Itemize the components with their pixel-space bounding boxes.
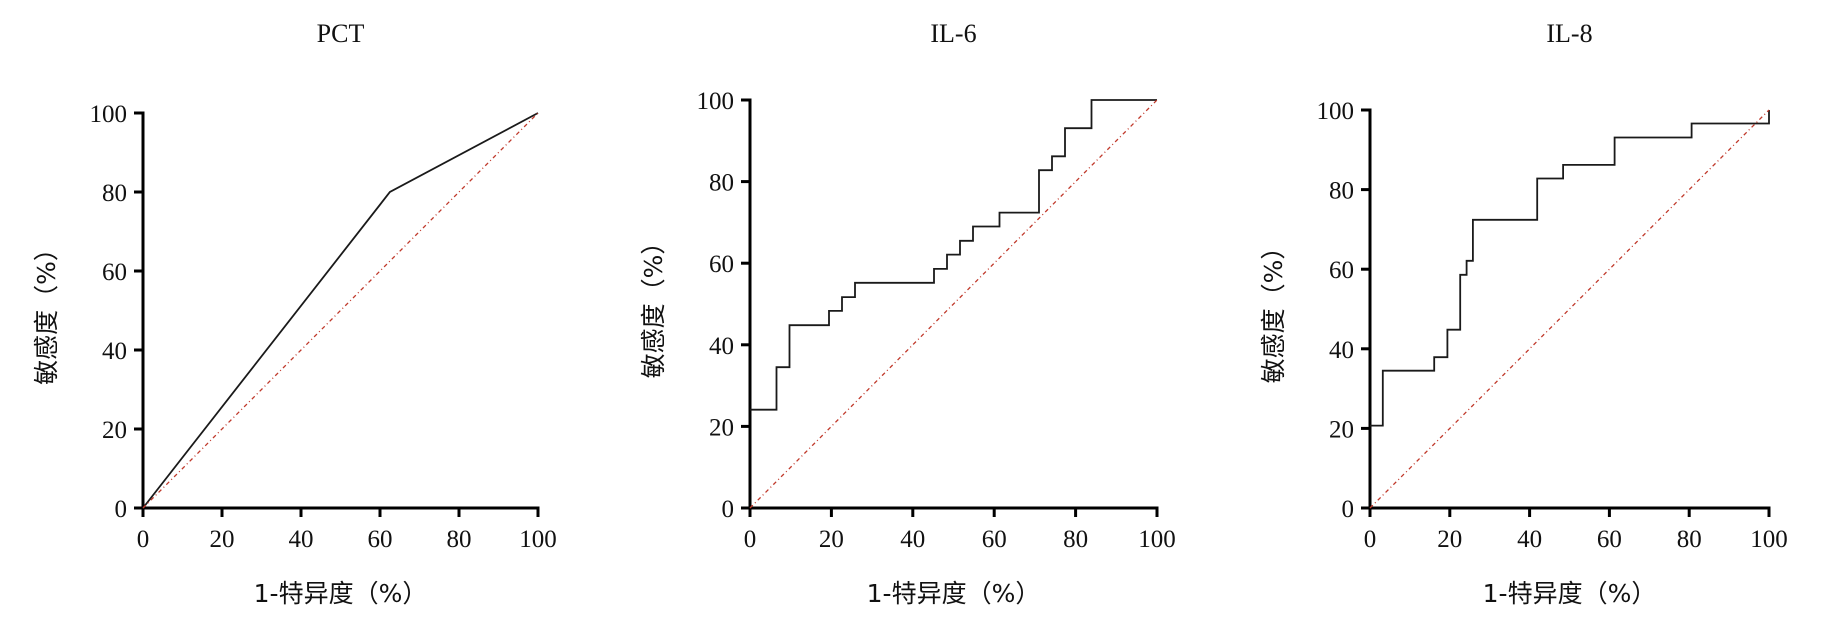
y-axis-label: 敏感度（%）: [32, 236, 61, 385]
y-tick-label: 40: [709, 333, 734, 360]
y-tick-label: 40: [102, 338, 127, 365]
reference-line: [1369, 109, 1770, 509]
roc-curve: [142, 112, 539, 509]
x-tick-label: 40: [289, 526, 314, 553]
y-tick-label: 20: [1329, 416, 1354, 443]
panel-title: PCT: [317, 19, 365, 48]
y-tick-label: 80: [709, 170, 734, 197]
roc-panel-il-8: IL-8 0 20 40 60 80 100 0 20 40 60 80 100 1-特异度（%） 敏感度（…: [1259, 19, 1788, 608]
y-tick-label: 0: [722, 496, 735, 523]
x-tick-label: 80: [447, 526, 472, 553]
roc-panel-il-6: IL-6 0 20 40 60 80 100 0 20 40 60 80 100 1-特异度（%） 敏感度（…: [639, 19, 1176, 608]
y-tick-label: 0: [1342, 496, 1355, 523]
x-tick-label: 40: [1517, 526, 1542, 553]
y-axis-label: 敏感度（%）: [1259, 235, 1288, 384]
x-tick-label: 100: [1750, 526, 1788, 553]
reference-line: [749, 99, 1158, 509]
x-tick-label: 80: [1677, 526, 1702, 553]
y-tick-label: 20: [709, 414, 734, 441]
y-tick-label: 100: [90, 101, 128, 128]
x-tick-label: 0: [1364, 526, 1377, 553]
y-tick-label: 20: [102, 417, 127, 444]
y-tick-label: 40: [1329, 337, 1354, 364]
reference-line: [142, 112, 539, 509]
x-axis-label: 1-特异度（%）: [867, 579, 1041, 608]
y-tick-label: 60: [709, 251, 734, 278]
x-axis-label: 1-特异度（%）: [254, 579, 428, 608]
y-tick-label: 60: [1329, 257, 1354, 284]
x-tick-label: 40: [900, 526, 925, 553]
x-tick-label: 0: [744, 526, 757, 553]
roc-curve: [750, 99, 1157, 411]
x-axis-label: 1-特异度（%）: [1483, 579, 1657, 608]
y-axis-label: 敏感度（%）: [639, 230, 668, 379]
x-tick-label: 0: [137, 526, 150, 553]
x-tick-label: 20: [210, 526, 235, 553]
y-tick-label: 60: [102, 259, 127, 286]
x-tick-label: 100: [1138, 526, 1176, 553]
x-tick-label: 80: [1063, 526, 1088, 553]
panel-title: IL-6: [930, 19, 976, 48]
x-tick-label: 60: [1597, 526, 1622, 553]
y-tick-label: 80: [1329, 178, 1354, 205]
panel-title: IL-8: [1546, 19, 1592, 48]
x-tick-label: 20: [819, 526, 844, 553]
y-tick-label: 100: [697, 88, 735, 115]
x-tick-label: 60: [368, 526, 393, 553]
y-tick-label: 80: [102, 180, 127, 207]
x-tick-label: 20: [1437, 526, 1462, 553]
y-tick-label: 0: [115, 496, 128, 523]
roc-panel-pct: PCT 0 20 40 60 80 100 0 20 40 60 80 100 1-特异度（%） 敏感度（%…: [32, 19, 557, 608]
x-tick-label: 100: [519, 526, 557, 553]
roc-curve: [1370, 110, 1770, 427]
y-tick-label: 100: [1317, 98, 1355, 125]
x-tick-label: 60: [982, 526, 1007, 553]
